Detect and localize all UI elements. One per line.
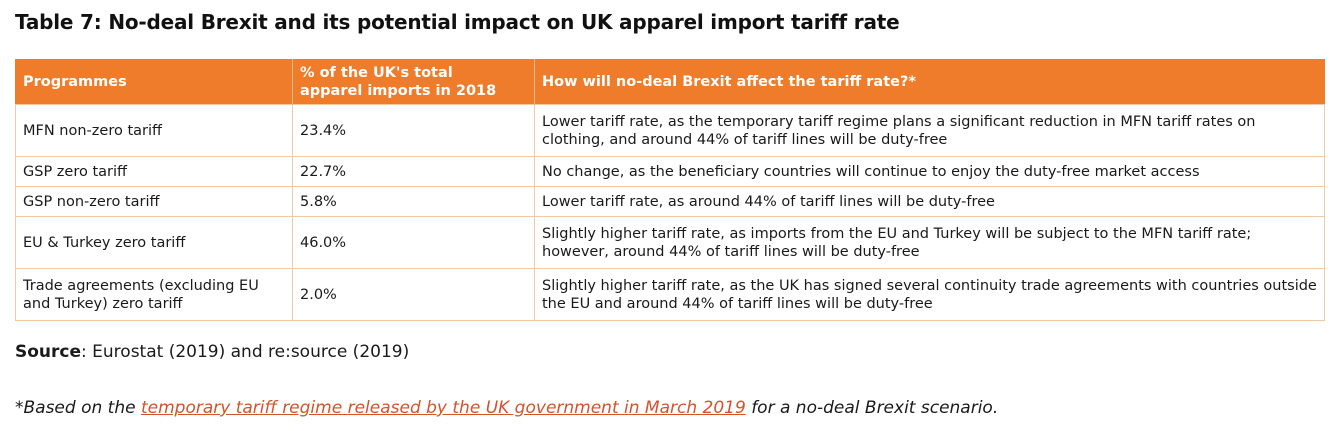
table-row: EU & Turkey zero tariff 46.0% Slightly h… [15,216,1325,269]
effect-cell: No change, as the beneficiary countries … [534,156,1325,187]
table-row: MFN non-zero tariff 23.4% Lower tariff r… [15,104,1325,157]
table-row: Trade agreements (excluding EU and Turke… [15,268,1325,321]
effect-cell: Lower tariff rate, as the temporary tari… [534,104,1325,157]
footnote-prefix: *Based on the [15,398,141,418]
effect-cell: Slightly higher tariff rate, as the UK h… [534,268,1325,321]
table-title: Table 7: No-deal Brexit and its potentia… [15,10,900,34]
share-cell: 22.7% [292,156,535,187]
table-row: GSP zero tariff 22.7% No change, as the … [15,156,1325,187]
share-cell: 23.4% [292,104,535,157]
header-programmes: Programmes [15,59,293,105]
tariff-table: Programmes % of the UK's total apparel i… [15,59,1325,321]
footnote: *Based on the temporary tariff regime re… [15,398,998,418]
source-label: Source [15,342,82,362]
footnote-suffix: for a no-deal Brexit scenario. [745,398,999,418]
programme-cell: GSP zero tariff [15,156,293,187]
header-share-line1: % of the UK's total [300,65,453,81]
header-effect: How will no-deal Brexit affect the tarif… [534,59,1325,105]
table-header-row: Programmes % of the UK's total apparel i… [15,59,1325,105]
source-text: : Eurostat (2019) and re:source (2019) [81,342,410,362]
tariff-regime-link[interactable]: temporary tariff regime released by the … [140,398,746,418]
effect-cell: Slightly higher tariff rate, as imports … [534,216,1325,269]
effect-cell: Lower tariff rate, as around 44% of tari… [534,186,1325,217]
header-share: % of the UK's total apparel imports in 2… [292,59,535,105]
share-cell: 2.0% [292,268,535,321]
share-cell: 5.8% [292,186,535,217]
source-note: Source: Eurostat (2019) and re:source (2… [15,342,409,362]
programme-cell: Trade agreements (excluding EU and Turke… [15,268,293,321]
programme-cell: EU & Turkey zero tariff [15,216,293,269]
header-share-line2: apparel imports in 2018 [300,83,497,99]
programme-cell: MFN non-zero tariff [15,104,293,157]
table-row: GSP non-zero tariff 5.8% Lower tariff ra… [15,186,1325,217]
programme-cell: GSP non-zero tariff [15,186,293,217]
share-cell: 46.0% [292,216,535,269]
